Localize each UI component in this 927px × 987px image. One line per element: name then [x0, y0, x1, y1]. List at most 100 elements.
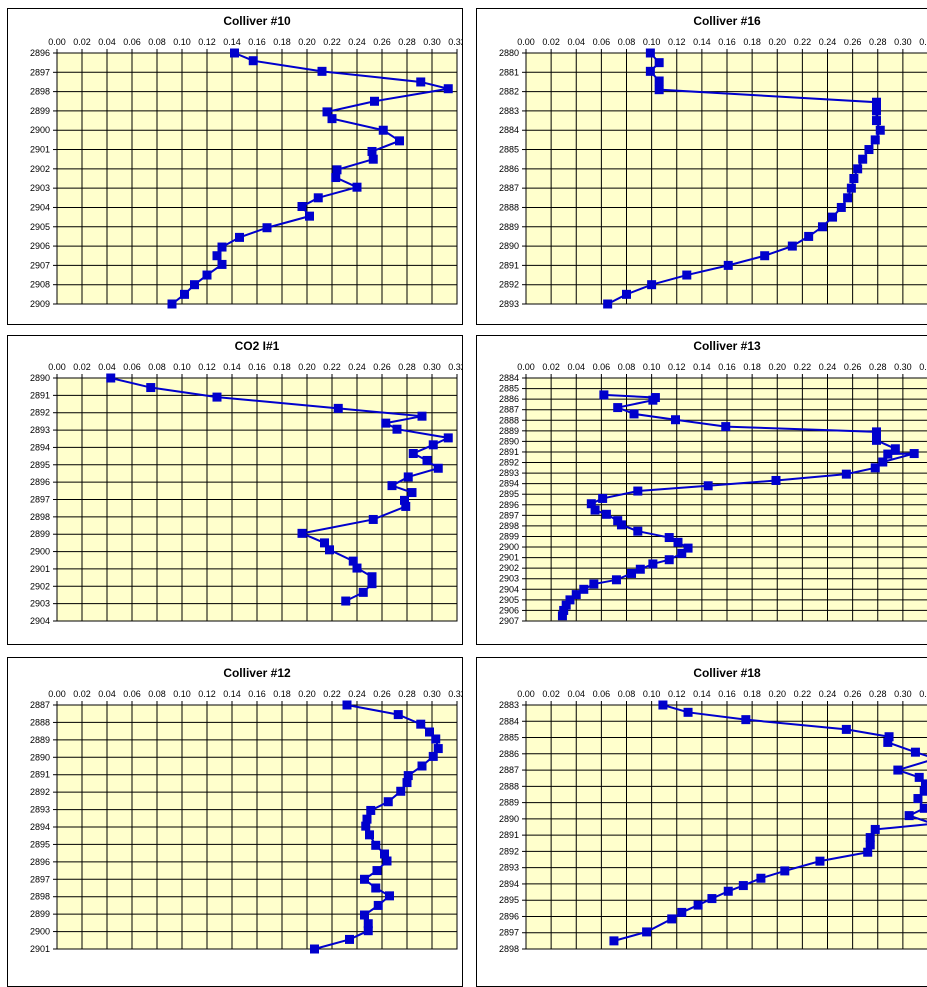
data-point [146, 383, 156, 393]
data-point [883, 737, 893, 747]
x-tick-label: 0.10 [643, 689, 661, 699]
data-point [190, 280, 199, 290]
data-point [367, 579, 377, 589]
x-tick-label: 0.20 [298, 37, 316, 47]
data-point [433, 463, 443, 473]
x-tick-label: 0.14 [693, 689, 711, 699]
data-point [920, 779, 927, 789]
data-point [893, 765, 903, 775]
x-tick-label: 0.02 [73, 689, 91, 699]
y-tick-label: 2886 [499, 164, 519, 174]
data-point [202, 270, 212, 280]
y-tick-label: 2891 [499, 260, 519, 270]
x-tick-label: 0.18 [273, 362, 291, 372]
data-point [331, 173, 341, 183]
x-tick-label: 0.10 [173, 37, 191, 47]
data-point [677, 548, 687, 558]
data-point [780, 866, 790, 876]
data-point [370, 96, 379, 106]
x-tick-label: 0.08 [618, 689, 636, 699]
data-point [849, 174, 859, 183]
data-point [648, 559, 658, 569]
y-tick-label: 2897 [499, 928, 519, 938]
x-tick-label: 0.06 [593, 37, 611, 47]
y-tick-label: 2903 [30, 183, 50, 193]
data-point [723, 260, 733, 270]
y-tick-label: 2884 [499, 125, 519, 135]
x-tick-label: 0.00 [48, 362, 66, 372]
data-point [395, 136, 404, 146]
data-point [642, 927, 652, 937]
data-point [647, 280, 657, 290]
data-point [707, 894, 717, 904]
data-point [365, 830, 374, 840]
y-tick-label: 2891 [30, 390, 50, 400]
data-point [402, 778, 412, 788]
y-tick-label: 2891 [30, 770, 50, 780]
x-tick-label: 0.08 [148, 362, 166, 372]
data-point [325, 545, 334, 555]
data-point [332, 165, 342, 175]
x-tick-label: 0.16 [718, 362, 736, 372]
data-point [425, 727, 434, 737]
x-tick-label: 0.22 [323, 689, 341, 699]
data-point [367, 572, 377, 582]
data-point [322, 107, 332, 117]
data-point [363, 926, 373, 936]
data-point [890, 444, 900, 454]
x-tick-label: 0.30 [423, 689, 441, 699]
data-point [871, 97, 881, 107]
data-point [361, 821, 371, 831]
y-tick-label: 2906 [30, 241, 50, 251]
x-tick-label: 0.18 [743, 689, 761, 699]
x-tick-label: 0.26 [844, 689, 862, 699]
data-point [443, 433, 453, 443]
data-point [586, 499, 596, 509]
x-tick-label: 0.02 [73, 362, 91, 372]
x-tick-label: 0.08 [618, 37, 636, 47]
data-point [654, 76, 664, 86]
x-tick-label: 0.28 [869, 362, 887, 372]
x-tick-label: 0.24 [348, 689, 366, 699]
chart-title: CO2 I#1 [235, 339, 280, 353]
x-tick-label: 0.22 [323, 362, 341, 372]
data-point [392, 424, 402, 434]
x-tick-label: 0.12 [198, 689, 216, 699]
x-tick-label: 0.04 [98, 689, 116, 699]
data-point [843, 193, 853, 203]
data-point [667, 914, 677, 924]
y-tick-label: 2906 [499, 605, 519, 615]
x-tick-label: 0.28 [869, 689, 887, 699]
data-point [787, 241, 797, 251]
x-tick-label: 0.04 [98, 37, 116, 47]
y-tick-label: 2894 [499, 879, 519, 889]
x-tick-label: 0.04 [567, 37, 585, 47]
data-point [871, 427, 881, 437]
data-point [677, 907, 687, 917]
y-tick-label: 2886 [499, 749, 519, 759]
data-point [598, 493, 608, 503]
data-point [871, 116, 881, 126]
data-point [431, 734, 441, 744]
x-tick-label: 0.12 [198, 37, 216, 47]
data-point [372, 866, 382, 876]
y-tick-label: 2894 [30, 822, 50, 832]
data-point [579, 584, 589, 594]
y-tick-label: 2897 [499, 510, 519, 520]
data-point [381, 418, 391, 428]
y-tick-label: 2898 [30, 512, 50, 522]
data-point [428, 440, 438, 450]
x-tick-label: 0.02 [542, 37, 560, 47]
data-point [305, 211, 314, 221]
y-tick-label: 2901 [30, 944, 50, 954]
y-tick-label: 2895 [499, 489, 519, 499]
data-point [904, 811, 914, 821]
x-tick-label: 0.20 [768, 689, 786, 699]
x-tick-label: 0.16 [248, 37, 266, 47]
y-tick-label: 2897 [30, 495, 50, 505]
data-point [262, 223, 272, 233]
data-point [654, 58, 664, 68]
data-point [360, 910, 369, 920]
data-point [878, 457, 888, 467]
y-tick-label: 2899 [30, 529, 50, 539]
